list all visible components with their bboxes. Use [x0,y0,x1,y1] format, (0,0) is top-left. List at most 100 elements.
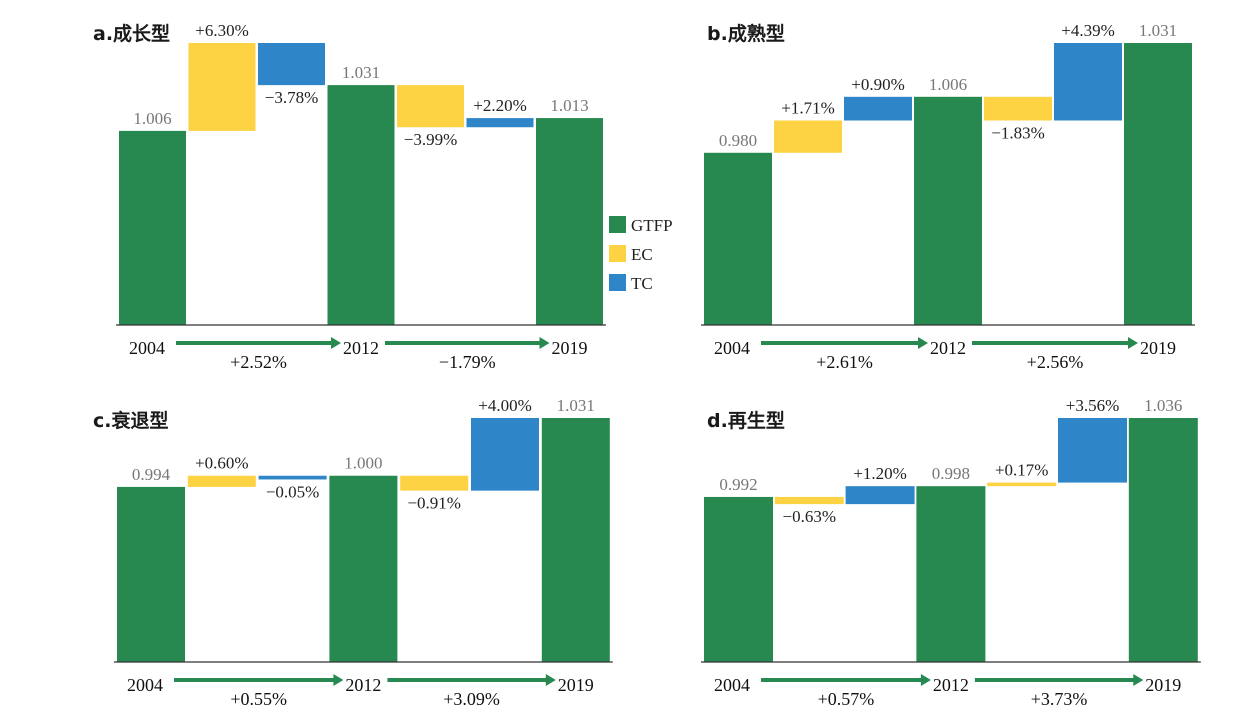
ec-bar [400,475,469,491]
gtfp-value-label: 1.013 [550,96,588,115]
gtfp-value-label: 1.006 [133,109,171,128]
chart-legend: GTFP EC TC [609,216,673,293]
year-label: 2004 [129,338,165,358]
panel-a: a.成长型 1.006 +6.30% −3.78% 1.031 −3.99% +2.20% 1… [93,21,606,372]
period-growth-label: +2.61% [816,352,873,372]
panel-title: b.成熟型 [707,22,785,45]
period-growth-label: −1.79% [439,352,496,372]
tc-change-label: +4.39% [1061,21,1115,40]
ec-change-label: +1.71% [781,98,835,117]
period-growth-label: +0.57% [818,689,875,709]
ec-bar [397,85,464,128]
ec-change-label: +6.30% [195,21,249,40]
gtfp-value-label: 1.000 [344,454,382,473]
year-label: 2012 [343,338,379,358]
gtfp-value-label: 1.031 [342,63,380,82]
gtfp-bar-2019 [536,118,603,326]
year-label: 2012 [345,675,381,695]
arrow-head [918,337,928,349]
gtfp-bar-2012 [329,475,398,662]
year-label: 2004 [127,675,163,695]
tc-change-label: −3.78% [265,88,319,107]
gtfp-bar-2004 [704,496,773,662]
tc-bar [844,96,912,121]
arrow-head [331,337,341,349]
gtfp-bar-2019 [541,418,610,662]
gtfp-value-label: 1.006 [929,75,967,94]
arrow-head [1128,337,1138,349]
tc-bar [258,475,327,480]
arrow-head [1133,674,1144,686]
legend-swatch-tc [609,274,626,291]
tc-change-label: +3.56% [1066,396,1120,415]
legend-label-gtfp: GTFP [631,216,673,235]
year-label: 2012 [930,338,966,358]
ec-bar [984,96,1052,121]
gtfp-bar-2012 [914,96,982,325]
gtfp-bar-2004 [119,130,186,325]
ec-bar [774,120,842,153]
gtfp-value-label: 1.036 [1144,396,1182,415]
tc-change-label: +1.20% [853,464,907,483]
panel-title: a.成长型 [93,22,170,45]
gtfp-bar-2004 [704,152,772,325]
tc-bar [471,418,539,491]
gtfp-value-label: 1.031 [1139,21,1177,40]
period-growth-label: +3.09% [443,689,500,709]
tc-bar [258,43,325,86]
ec-change-label: −1.83% [991,123,1045,142]
gtfp-bar-2019 [1128,418,1198,662]
panel-title: d.再生型 [707,409,785,432]
year-label: 2012 [933,675,969,695]
ec-bar [774,496,844,505]
tc-change-label: +0.90% [851,75,905,94]
ec-change-label: −3.99% [404,130,458,149]
year-label: 2019 [1140,338,1176,358]
panel-title: c.衰退型 [93,409,168,432]
tc-change-label: +4.00% [478,396,532,415]
arrow-head [539,337,550,349]
tc-bar [466,118,534,128]
tc-change-label: −0.05% [266,482,320,501]
arrow-head [545,674,556,686]
gtfp-bar-2012 [327,85,395,325]
period-growth-label: +0.55% [230,689,287,709]
gtfp-bar-2019 [1124,43,1192,325]
gtfp-value-label: 0.998 [932,464,970,483]
panel-d: d.再生型 0.992 −0.63% +1.20% 0.998 +0.17% +3.56% 1… [701,396,1201,709]
ec-change-label: +0.60% [195,454,249,473]
year-label: 2004 [714,675,750,695]
year-label: 2019 [1145,675,1181,695]
gtfp-value-label: 0.994 [132,465,171,484]
arrow-head [333,674,344,686]
year-label: 2004 [714,338,750,358]
tc-bar [845,486,915,505]
ec-change-label: −0.91% [407,494,461,513]
legend-swatch-gtfp [609,216,626,233]
legend-label-tc: TC [631,274,653,293]
gtfp-bar-2012 [916,486,986,662]
ec-bar [188,43,256,131]
ec-change-label: −0.63% [783,507,837,526]
legend-swatch-ec [609,245,626,262]
gtfp-value-label: 0.992 [719,475,757,494]
ec-change-label: +0.17% [995,461,1049,480]
panel-c: c.衰退型 0.994 +0.60% −0.05% 1.000 −0.91% +4.00% 1… [93,396,613,709]
year-label: 2019 [552,338,588,358]
tc-bar [1058,418,1127,483]
ec-bar [987,482,1057,487]
period-growth-label: +2.56% [1027,352,1084,372]
panel-b: b.成熟型 0.980 +1.71% +0.90% 1.006 −1.83% +4.39% 1… [701,21,1195,372]
period-growth-label: +2.52% [230,352,287,372]
year-label: 2019 [558,675,594,695]
tc-change-label: +2.20% [473,96,527,115]
tc-bar [1054,43,1122,121]
gtfp-value-label: 0.980 [719,131,757,150]
ec-bar [187,475,256,487]
gtfp-bar-2004 [117,486,185,662]
arrow-head [920,674,931,686]
legend-label-ec: EC [631,245,653,264]
period-growth-label: +3.73% [1031,689,1088,709]
gtfp-value-label: 1.031 [557,396,595,415]
